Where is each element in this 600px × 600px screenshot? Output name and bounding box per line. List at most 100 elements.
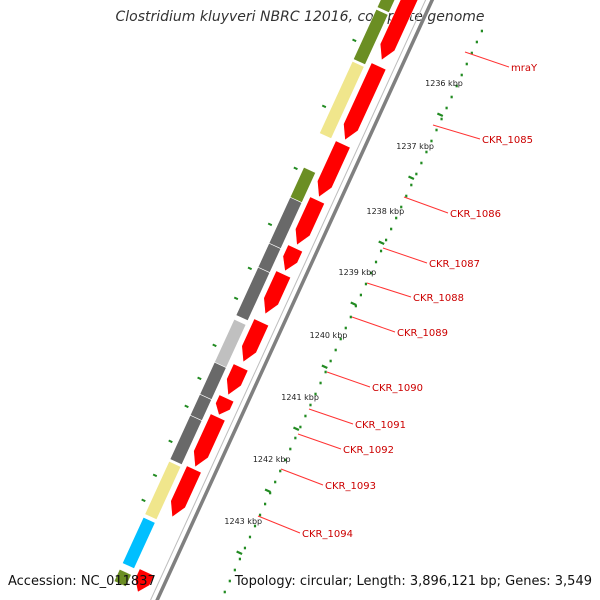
tick-dot: [415, 172, 418, 176]
tick-dot: [475, 40, 478, 44]
tick-dot: [248, 535, 252, 539]
leader-line: [432, 124, 481, 140]
gene-tick: [212, 343, 217, 348]
gene-block-13: [121, 516, 156, 570]
cds-arrow-10: [193, 413, 226, 468]
gene-tick: [233, 296, 239, 301]
backbone-inner-line: [150, 0, 427, 600]
gene-label-ckr-1086: CKR_1086: [450, 209, 501, 220]
kbp-tick-mark: [408, 175, 415, 180]
gene-block-9: [199, 361, 227, 401]
tick-dot: [410, 183, 413, 187]
gene-label-ckr-1087: CKR_1087: [429, 259, 480, 270]
tick-dot: [450, 95, 453, 99]
gene-label-ckr-1088: CKR_1088: [413, 293, 464, 304]
gene-label-ckr-1092: CKR_1092: [343, 445, 394, 456]
gene-block-1: [376, 0, 396, 14]
leader-line: [297, 433, 342, 450]
leader-line: [366, 282, 412, 298]
tick-dot: [269, 491, 272, 495]
kbp-tick-label: 1240 kbp: [310, 331, 348, 340]
accession-text: Accession: NC_011837: [8, 574, 156, 589]
tick-dot: [299, 425, 302, 429]
leader-line: [403, 196, 449, 214]
gene-block-6: [257, 242, 282, 274]
tick-dot: [400, 205, 403, 209]
gene-label-ckr-1089: CKR_1089: [397, 328, 448, 339]
gene-tick: [152, 473, 158, 478]
scale-ticks: 1236 kbp 1237 kbp 1238 kbp 1239 kbp 1240 kbp…: [141, 38, 463, 555]
gene-label-ckr-1091: CKR_1091: [355, 420, 406, 431]
kbp-tick-label: 1242 kbp: [253, 455, 291, 464]
kbp-tick-mark: [321, 364, 328, 369]
tick-dot: [455, 84, 458, 88]
kbp-tick-mark: [436, 112, 444, 117]
tick-dot: [465, 62, 468, 66]
gene-tick: [293, 166, 298, 171]
leader-line: [382, 247, 428, 264]
cds-arrow-9: [215, 394, 235, 416]
tick-dot: [369, 271, 373, 275]
cds-arrow-2: [343, 62, 387, 141]
tick-dot: [425, 150, 428, 154]
tick-dot: [329, 359, 332, 363]
gene-label-ckr-1093: CKR_1093: [325, 481, 376, 492]
tick-dot: [233, 568, 236, 572]
gene-label-ckr-1094: CKR_1094: [302, 529, 353, 540]
tick-dot: [359, 293, 362, 297]
gene-block-2: [352, 8, 389, 66]
leader-line: [464, 51, 510, 68]
tick-dot: [390, 227, 393, 231]
leader-line: [326, 371, 371, 388]
gene-label-ckr-1090: CKR_1090: [372, 383, 423, 394]
tick-dots: [223, 29, 483, 594]
backbone: [150, 0, 435, 600]
kbp-tick-mark: [236, 550, 243, 555]
gene-block-3: [319, 60, 365, 140]
tick-dot: [274, 480, 277, 484]
cds-arrow-7: [241, 318, 270, 363]
kbp-tick-mark: [350, 301, 357, 306]
tick-dot: [294, 436, 297, 440]
tick-dot: [435, 128, 438, 132]
tick-dot: [364, 282, 368, 286]
tick-dot: [314, 392, 317, 396]
gene-tick: [184, 404, 189, 409]
gene-block-11: [169, 414, 203, 466]
gene-label-mray: mraY: [511, 63, 538, 74]
kbp-tick-label: 1238 kbp: [366, 207, 404, 216]
gene-tick: [197, 376, 202, 381]
tick-dot: [379, 249, 383, 253]
gene-block-12: [144, 460, 182, 521]
genome-summary-text: Topology: circular; Length: 3,896,121 bp…: [234, 574, 592, 589]
tick-dot: [374, 260, 378, 264]
gene-block-7: [235, 266, 271, 322]
tick-dot: [289, 447, 292, 451]
leader-line: [351, 316, 396, 333]
tick-dot: [264, 502, 267, 506]
tick-dot: [238, 557, 241, 561]
tick-dot: [324, 370, 327, 374]
tick-dot: [480, 29, 483, 33]
tick-dot: [319, 381, 322, 385]
gene-tick: [321, 104, 327, 109]
leader-line: [308, 408, 354, 425]
tick-dot: [385, 238, 388, 242]
tick-dot: [460, 73, 463, 77]
kbp-tick-label: 1241 kbp: [281, 393, 319, 402]
tick-dot: [349, 315, 352, 319]
gene-labels: mraY CKR_1085 CKR_1086 CKR_1087 CKR_1088 CKR_…: [257, 51, 538, 540]
tick-dot: [354, 304, 357, 308]
tick-dot: [253, 524, 257, 528]
tick-dot: [228, 579, 231, 583]
tick-dot: [243, 546, 247, 550]
gene-tick: [352, 38, 357, 43]
tick-dot: [395, 216, 398, 220]
backbone-line: [155, 0, 435, 600]
leader-line: [280, 468, 324, 486]
kbp-tick-mark: [378, 240, 385, 245]
leader-line: [257, 515, 301, 534]
kbp-tick-label: 1236 kbp: [425, 79, 463, 88]
tick-dot: [258, 513, 262, 517]
